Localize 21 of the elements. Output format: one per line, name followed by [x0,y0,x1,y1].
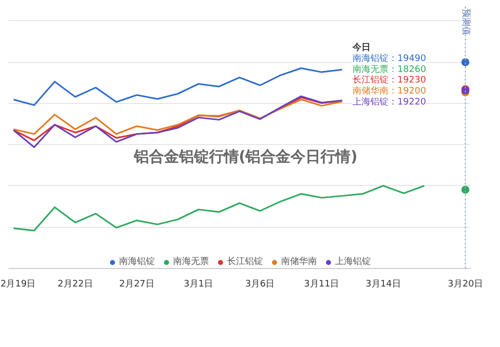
legend-label: 南海铝锭 [119,256,155,268]
text: 今日 [351,42,370,53]
legend-label: 长江铝锭 [227,256,263,268]
legend-label: 南储华南 [281,256,317,268]
x-tick-label: 2月27日 [119,280,154,290]
x-tick-label: 3月1日 [184,280,214,290]
annotation: 上海铝锭：19220 [352,96,426,108]
x-tick-label: 2月22日 [58,280,93,290]
x-tick-label: 3月6日 [245,280,275,290]
annotation: 南储华南：19200 [352,86,426,97]
annotation: 南海无票：18260 [352,64,426,75]
x-tick-label: 2月19日 [0,280,36,290]
x-tick-label: 3月11日 [304,280,340,290]
annotation: 南海铝锭：19490 [352,52,426,64]
annotation: 长江铝锭：19230 [352,74,426,86]
ref-line-label: 预测值 [460,8,472,36]
x-tick-label: 3月20日 [448,280,483,290]
x-tick-label: 3月14日 [366,280,401,290]
text: 铝合金铝锭行情(铝合金今日行情) [132,147,358,166]
legend-label: 南海无票 [173,256,209,268]
legend-label: 上海铝锭 [335,256,371,268]
